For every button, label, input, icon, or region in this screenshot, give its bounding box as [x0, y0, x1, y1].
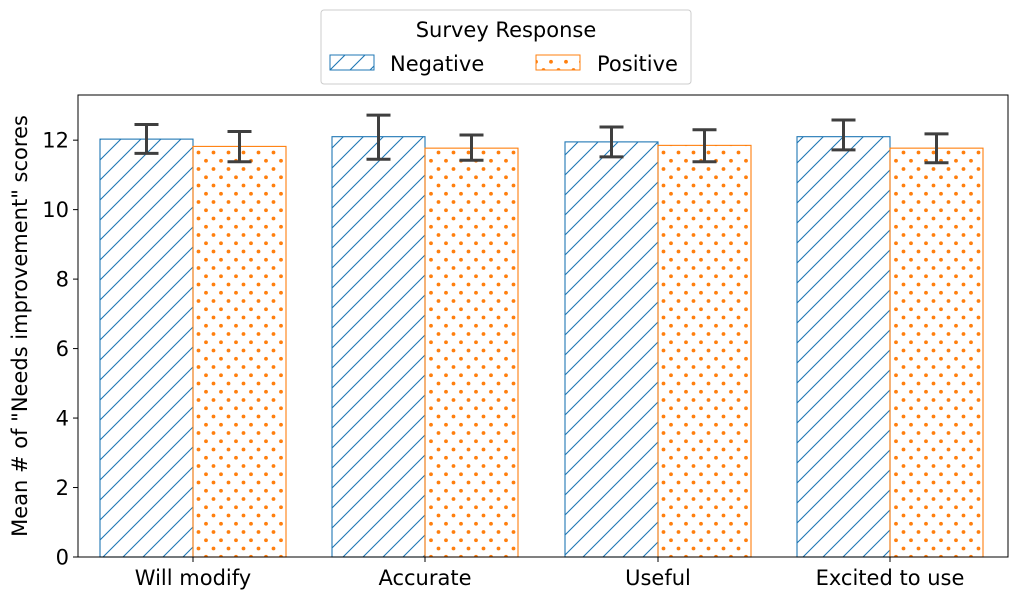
bar-positive-3: [889, 147, 984, 558]
y-tick-label-0: 0: [56, 546, 69, 570]
bar-positive-1: [424, 147, 519, 558]
y-tick-label-3: 6: [56, 337, 69, 361]
x-tick-label-0: Will modify: [135, 566, 251, 590]
y-tick-label-4: 8: [56, 268, 69, 292]
bar-negative-2: [564, 141, 659, 558]
legend-frame: [320, 9, 692, 85]
y-tick-label-6: 12: [42, 129, 69, 153]
legend: Survey Response Negative Positive: [320, 9, 692, 85]
y-tick-label-1: 2: [56, 476, 69, 500]
legend-swatch-negative: [329, 54, 375, 71]
legend-title: Survey Response: [416, 18, 597, 42]
plot-frame: [77, 94, 1009, 558]
bar-negative-0: [99, 138, 194, 558]
bar-positive-0: [192, 145, 287, 558]
x-axis: Will modify Accurate Useful Excited to use: [135, 557, 965, 590]
legend-label-positive: Positive: [597, 52, 678, 76]
x-tick-label-3: Excited to use: [816, 566, 965, 590]
legend-label-negative: Negative: [390, 52, 484, 76]
y-tick-label-5: 10: [42, 198, 69, 222]
error-bars-layer: [134, 113, 949, 165]
x-tick-label-2: Useful: [625, 566, 691, 590]
legend-swatch-positive: [535, 54, 581, 71]
y-tick-label-2: 4: [56, 407, 69, 431]
x-tick-label-1: Accurate: [378, 566, 471, 590]
bar-negative-1: [331, 136, 426, 558]
bars-layer: [99, 136, 984, 558]
y-axis: 0 2 4 6 8 10 12: [42, 129, 78, 570]
bar-negative-3: [796, 136, 891, 558]
bar-positive-2: [657, 144, 752, 558]
y-axis-label: Mean # of "Needs improvement" scores: [8, 115, 32, 537]
